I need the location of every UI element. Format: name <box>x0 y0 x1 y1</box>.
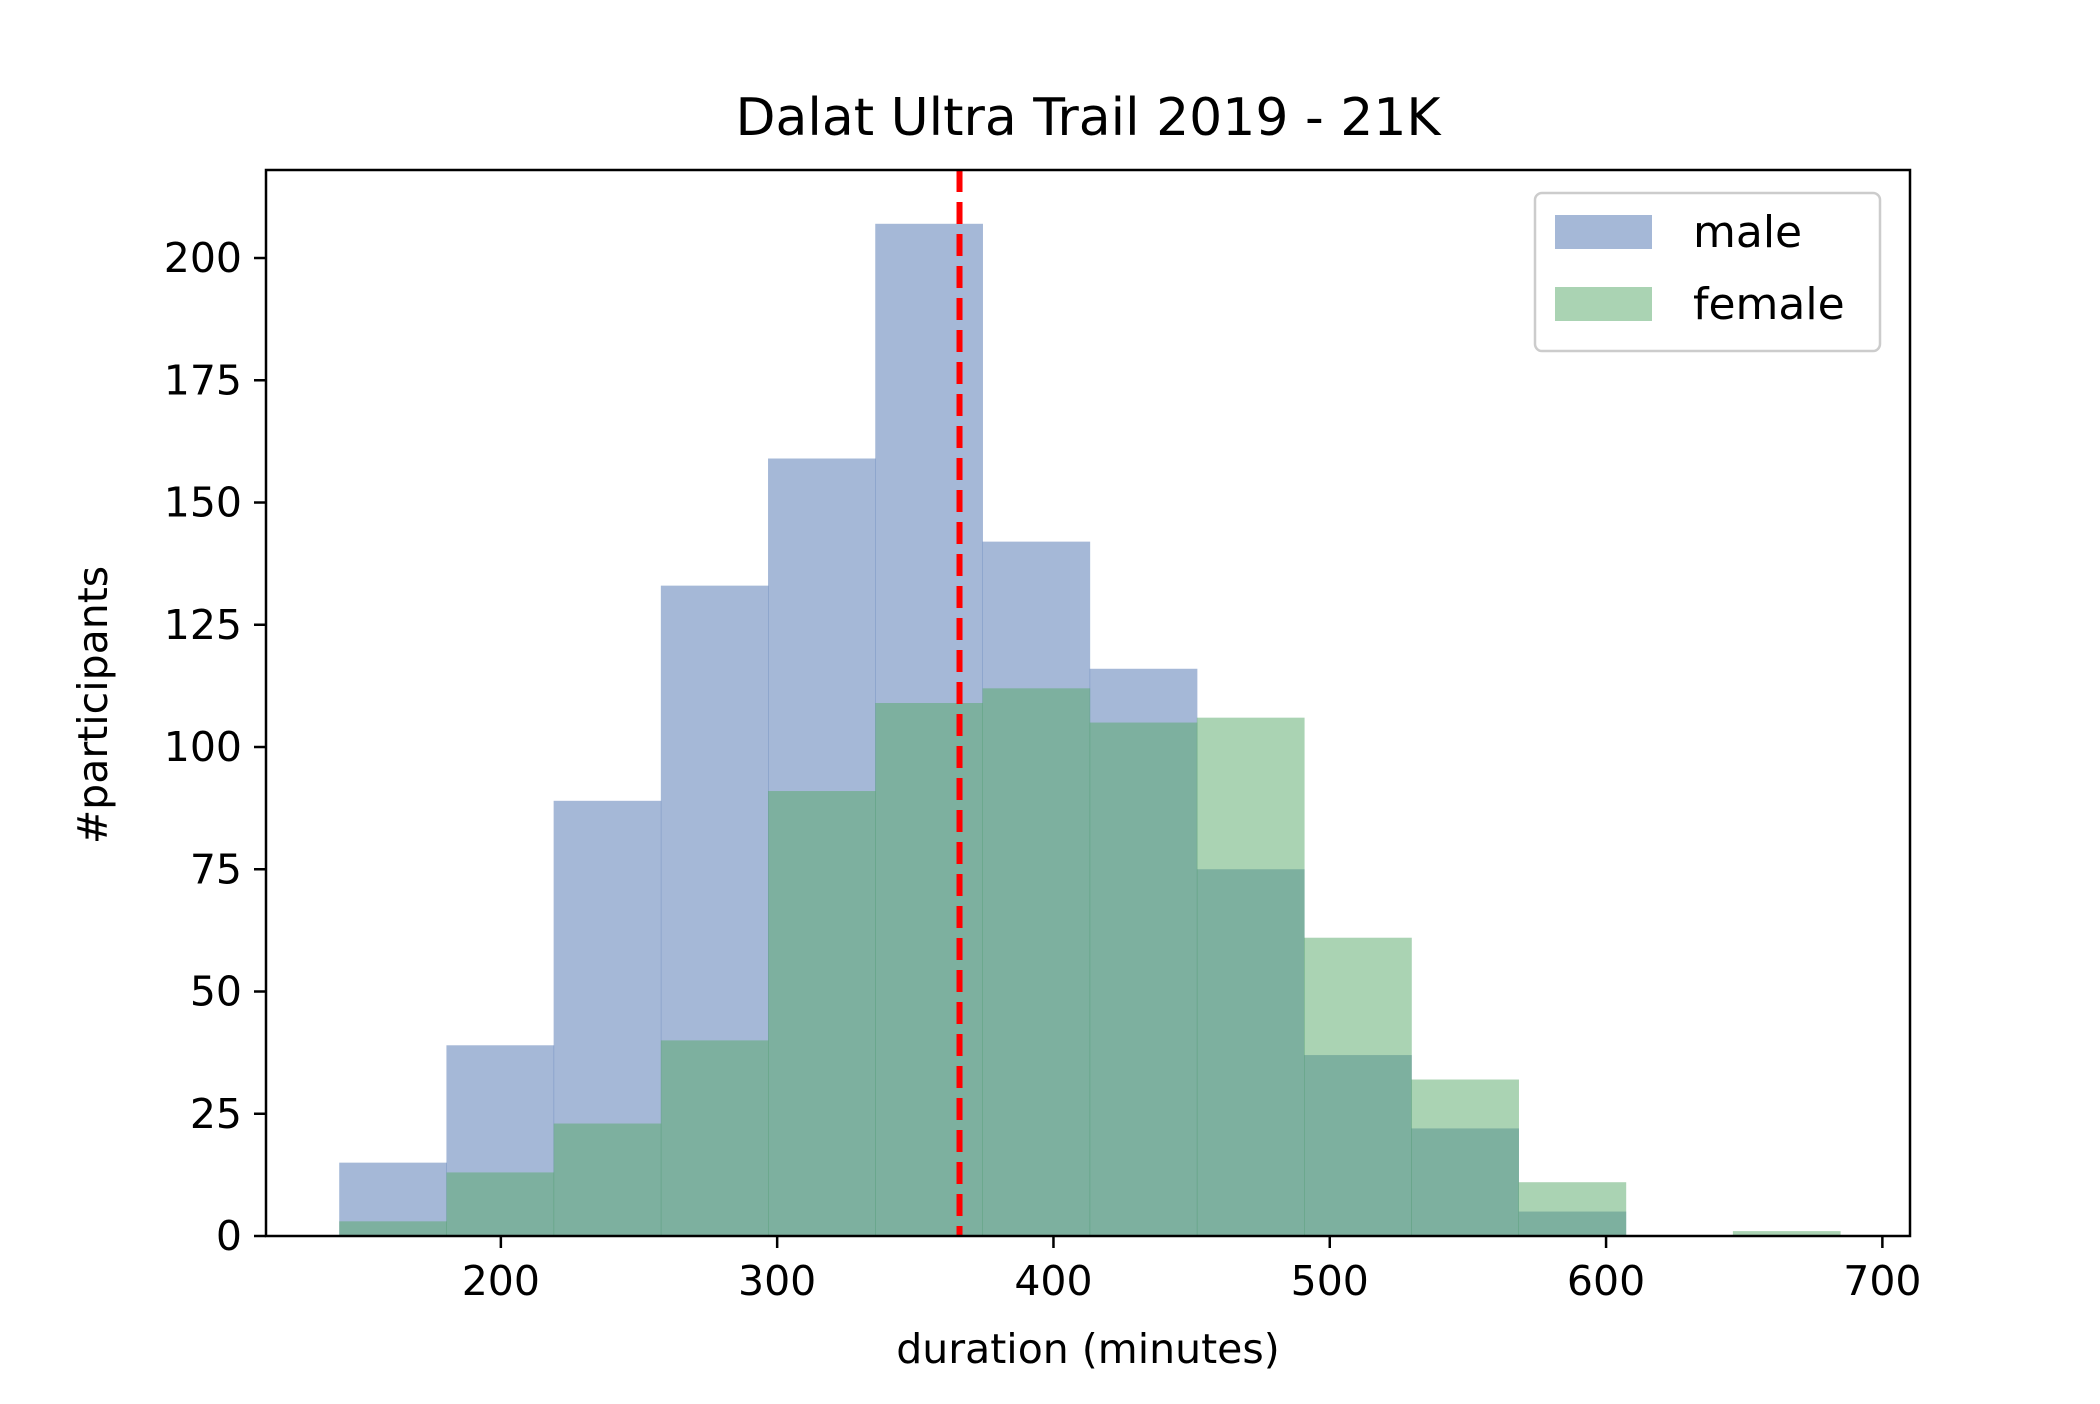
bar-female-4 <box>768 791 876 1236</box>
bar-female-7 <box>1089 722 1198 1236</box>
series-female <box>339 688 1841 1236</box>
x-axis-label: duration (minutes) <box>896 1325 1280 1373</box>
legend-label-male: male <box>1693 207 1802 258</box>
y-tick-label: 25 <box>190 1090 242 1138</box>
bar-female-6 <box>982 688 1091 1236</box>
x-tick-label: 700 <box>1843 1257 1921 1305</box>
y-tick-label: 75 <box>190 845 242 893</box>
legend-label-female: female <box>1693 279 1845 330</box>
y-tick-label: 175 <box>164 356 242 404</box>
x-tick-label: 500 <box>1291 1257 1369 1305</box>
legend: male female <box>1533 191 1882 353</box>
x-tick-label: 300 <box>738 1257 816 1305</box>
y-axis-ticks: 0 25 50 75 100 125 150 175 200 <box>164 234 266 1260</box>
x-tick-label: 600 <box>1567 1257 1645 1305</box>
bar-female-11 <box>1518 1182 1627 1236</box>
y-tick-label: 50 <box>190 968 242 1016</box>
bar-female-5 <box>875 703 983 1236</box>
legend-swatch-female <box>1555 287 1652 321</box>
y-tick-label: 150 <box>164 479 242 527</box>
y-axis-label: #participants <box>69 566 117 844</box>
bar-female-10 <box>1411 1079 1519 1236</box>
bar-female-2 <box>553 1123 662 1236</box>
y-tick-label: 100 <box>164 723 242 771</box>
x-tick-label: 200 <box>462 1257 540 1305</box>
chart-title: Dalat Ultra Trail 2019 - 21K <box>735 88 1442 148</box>
x-tick-label: 400 <box>1014 1257 1092 1305</box>
x-axis-ticks: 200 300 400 500 600 700 <box>462 1236 1922 1305</box>
legend-swatch-male <box>1555 215 1652 249</box>
bar-female-8 <box>1196 717 1305 1236</box>
bars-layer <box>339 223 1841 1237</box>
bar-female-0 <box>339 1221 447 1236</box>
y-tick-label: 0 <box>216 1212 242 1260</box>
y-tick-label: 200 <box>164 234 242 282</box>
bar-female-13 <box>1732 1231 1841 1236</box>
plot-frame <box>264 168 1912 1238</box>
y-tick-label: 125 <box>164 601 242 649</box>
bar-female-3 <box>660 1040 769 1236</box>
bar-female-9 <box>1304 937 1412 1236</box>
bar-female-1 <box>446 1172 555 1236</box>
